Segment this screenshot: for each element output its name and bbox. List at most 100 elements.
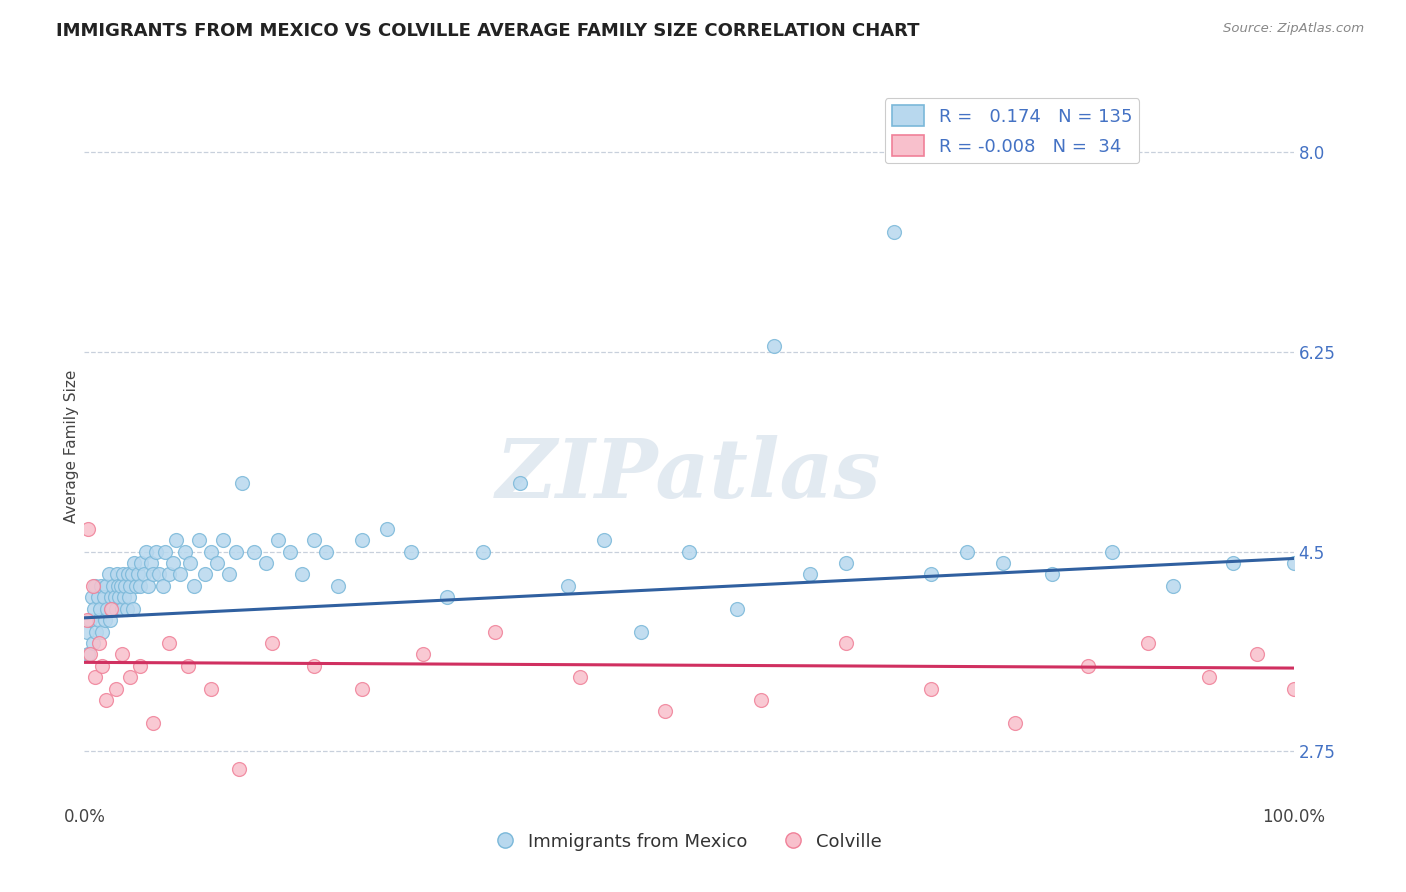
Point — [82, 636, 104, 650]
Point — [1161, 579, 1184, 593]
Point — [117, 567, 139, 582]
Point — [127, 567, 149, 582]
Point — [1077, 658, 1099, 673]
Point — [799, 567, 821, 582]
Point — [112, 567, 135, 582]
Text: IMMIGRANTS FROM MEXICO VS COLVILLE AVERAGE FAMILY SIZE CORRELATION CHART: IMMIGRANTS FROM MEXICO VS COLVILLE AVERA… — [56, 22, 920, 40]
Point — [104, 681, 127, 696]
Point — [835, 636, 858, 650]
Point — [212, 533, 235, 548]
Point — [87, 613, 110, 627]
Point — [231, 476, 253, 491]
Point — [96, 601, 118, 615]
Point — [278, 544, 301, 558]
Point — [135, 544, 157, 558]
Point — [1101, 544, 1123, 558]
Point — [169, 567, 191, 582]
Point — [98, 613, 121, 627]
Point — [145, 544, 167, 558]
Point — [509, 476, 531, 491]
Point — [110, 579, 132, 593]
Point — [762, 339, 785, 353]
Point — [148, 567, 170, 582]
Point — [1040, 567, 1063, 582]
Point — [630, 624, 652, 639]
Point — [114, 579, 136, 593]
Point — [165, 533, 187, 548]
Point — [111, 601, 134, 615]
Point — [83, 601, 105, 615]
Point — [89, 601, 111, 615]
Point — [129, 658, 152, 673]
Point — [94, 579, 117, 593]
Point — [157, 636, 180, 650]
Point — [84, 579, 107, 593]
Point — [291, 567, 314, 582]
Point — [993, 556, 1015, 570]
Point — [84, 670, 107, 684]
Point — [79, 613, 101, 627]
Y-axis label: Average Family Size: Average Family Size — [63, 369, 79, 523]
Point — [569, 670, 592, 684]
Point — [87, 636, 110, 650]
Point — [1282, 681, 1305, 696]
Point — [183, 579, 205, 593]
Point — [557, 579, 579, 593]
Point — [436, 591, 458, 605]
Point — [1222, 556, 1244, 570]
Point — [100, 601, 122, 615]
Point — [94, 613, 117, 627]
Point — [254, 556, 277, 570]
Point — [86, 624, 108, 639]
Point — [412, 648, 434, 662]
Point — [91, 624, 114, 639]
Point — [121, 567, 143, 582]
Point — [200, 544, 222, 558]
Point — [104, 601, 127, 615]
Point — [157, 567, 180, 582]
Point — [138, 579, 160, 593]
Point — [152, 579, 174, 593]
Point — [80, 591, 103, 605]
Point — [1198, 670, 1220, 684]
Point — [77, 522, 100, 536]
Point — [105, 567, 128, 582]
Point — [162, 556, 184, 570]
Point — [302, 658, 325, 673]
Point — [218, 567, 240, 582]
Point — [920, 567, 942, 582]
Point — [122, 556, 145, 570]
Point — [82, 579, 104, 593]
Point — [751, 693, 773, 707]
Point — [142, 567, 165, 582]
Point — [120, 670, 142, 684]
Point — [93, 591, 115, 605]
Point — [207, 556, 229, 570]
Point — [1004, 715, 1026, 730]
Point — [956, 544, 979, 558]
Point — [593, 533, 616, 548]
Point — [179, 556, 201, 570]
Point — [315, 544, 337, 558]
Text: ZIPatlas: ZIPatlas — [496, 434, 882, 515]
Point — [111, 648, 134, 662]
Point — [121, 601, 143, 615]
Point — [375, 522, 398, 536]
Point — [352, 681, 374, 696]
Point — [1282, 556, 1305, 570]
Point — [242, 544, 264, 558]
Point — [1137, 636, 1160, 650]
Point — [472, 544, 495, 558]
Point — [125, 579, 148, 593]
Point — [91, 658, 114, 673]
Point — [725, 601, 748, 615]
Point — [76, 613, 98, 627]
Point — [328, 579, 350, 593]
Text: Source: ZipAtlas.com: Source: ZipAtlas.com — [1223, 22, 1364, 36]
Point — [200, 681, 222, 696]
Point — [120, 579, 142, 593]
Point — [129, 579, 152, 593]
Point — [77, 648, 100, 662]
Point — [267, 533, 290, 548]
Point — [302, 533, 325, 548]
